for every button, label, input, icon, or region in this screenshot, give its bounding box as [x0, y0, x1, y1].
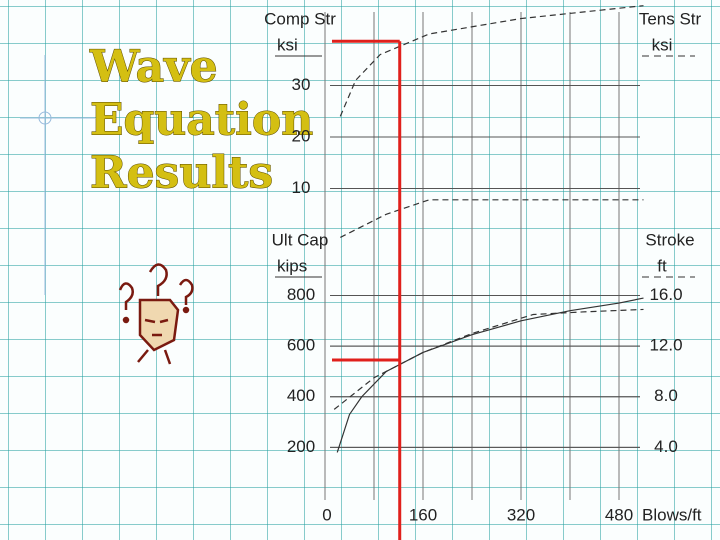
y-axis-unit: kips — [277, 256, 307, 275]
title-line: Equation — [90, 95, 313, 146]
y2-tick-label: 4.0 — [654, 437, 678, 456]
y-tick-label: 600 — [287, 336, 315, 355]
x-tick-label: 0 — [322, 505, 331, 524]
y2-axis-unit: ft — [657, 256, 667, 275]
series-line — [336, 297, 644, 453]
y2-tick-label: 12.0 — [649, 336, 682, 355]
series-line — [333, 308, 644, 410]
y-tick-label: 20 — [292, 126, 311, 145]
title-line: Results — [90, 148, 273, 199]
x-tick-label: 480 — [605, 505, 633, 524]
y-tick-label: 10 — [292, 178, 311, 197]
y2-tick-label: 8.0 — [654, 386, 678, 405]
y2-axis-label: Tens Str — [639, 9, 702, 28]
x-tick-label: 320 — [507, 505, 535, 524]
y2-axis-unit: ksi — [652, 35, 673, 54]
series-line — [339, 5, 644, 117]
clipart — [118, 263, 194, 365]
y-axis-label: Ult Cap — [272, 230, 329, 249]
x-axis-label: Blows/ft — [642, 505, 702, 524]
y2-tick-label: 16.0 — [649, 285, 682, 304]
y-axis-label: Comp Str — [264, 9, 336, 28]
title-line: Wave — [89, 42, 218, 93]
y-tick-label: 30 — [292, 75, 311, 94]
y-tick-label: 200 — [287, 437, 315, 456]
x-tick-label: 160 — [409, 505, 437, 524]
y-tick-label: 400 — [287, 386, 315, 405]
deco-circle — [38, 111, 52, 125]
y2-axis-label: Stroke — [645, 230, 694, 249]
series-line — [340, 199, 644, 238]
y-axis-unit: ksi — [277, 35, 298, 54]
y-tick-label: 800 — [287, 285, 315, 304]
